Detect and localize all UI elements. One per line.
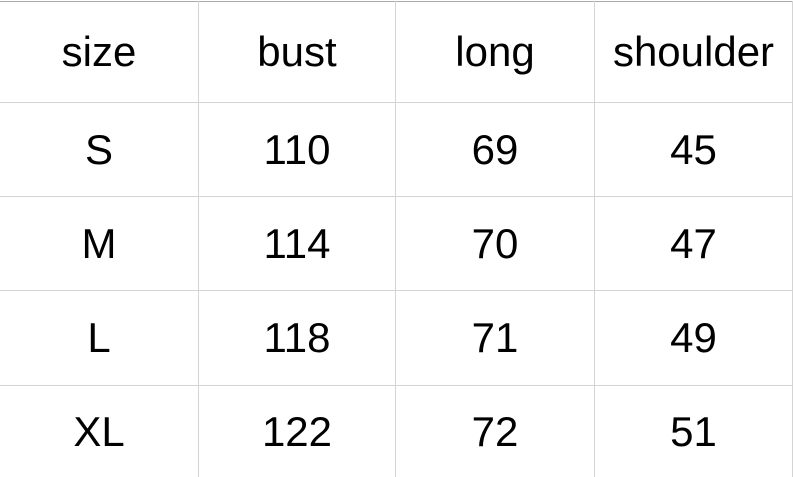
column-header-long: long: [395, 1, 595, 103]
table-row-m: M 114 70 47: [0, 196, 793, 291]
cell-bust: 122: [198, 385, 396, 477]
column-header-shoulder: shoulder: [594, 1, 793, 103]
column-header-size: size: [0, 1, 199, 103]
cell-shoulder: 45: [594, 102, 793, 197]
cell-size: S: [0, 102, 199, 197]
cell-size: XL: [0, 385, 199, 477]
cell-long: 71: [395, 290, 595, 386]
column-header-bust: bust: [198, 1, 396, 103]
cell-bust: 118: [198, 290, 396, 386]
cell-long: 69: [395, 102, 595, 197]
cell-long: 72: [395, 385, 595, 477]
cell-bust: 110: [198, 102, 396, 197]
cell-long: 70: [395, 196, 595, 291]
table-row-xl: XL 122 72 51: [0, 385, 793, 477]
cell-shoulder: 51: [594, 385, 793, 477]
table-row-l: L 118 71 49: [0, 290, 793, 386]
cell-size: M: [0, 196, 199, 291]
cell-shoulder: 49: [594, 290, 793, 386]
cell-size: L: [0, 290, 199, 386]
cell-shoulder: 47: [594, 196, 793, 291]
table-row-s: S 110 69 45: [0, 102, 793, 197]
table-header-row: size bust long shoulder: [0, 1, 793, 103]
cell-bust: 114: [198, 196, 396, 291]
